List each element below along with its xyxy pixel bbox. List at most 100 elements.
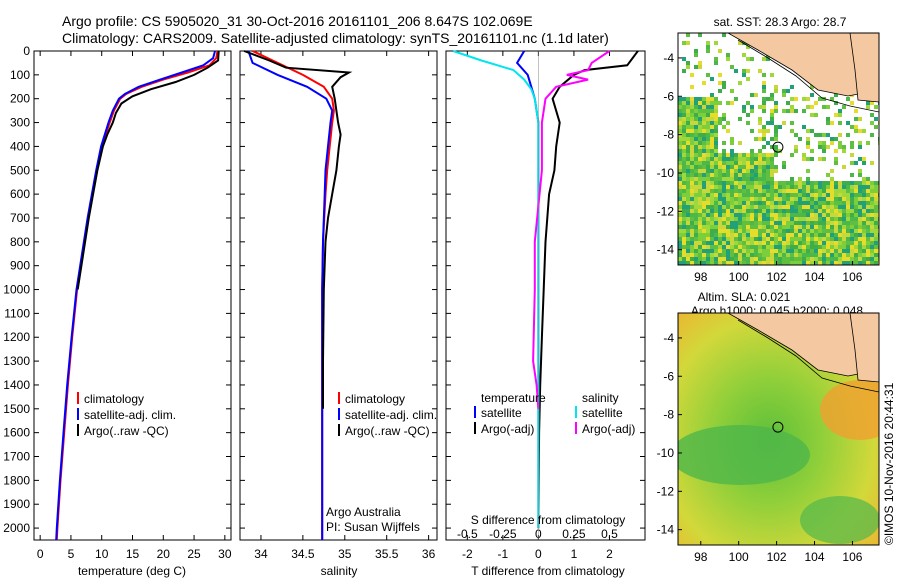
sst-cell	[838, 205, 842, 209]
sst-cell	[870, 121, 874, 125]
sst-cell	[754, 153, 758, 157]
sst-cell	[686, 173, 690, 177]
sst-cell	[826, 249, 830, 253]
sst-cell	[710, 177, 714, 181]
sst-cell	[726, 213, 730, 217]
sst-cell	[746, 205, 750, 209]
sst-cell	[682, 117, 686, 121]
sst-cell	[866, 237, 870, 241]
sst-cell	[682, 213, 686, 217]
sst-cell	[834, 245, 838, 249]
sst-cell	[734, 261, 738, 265]
sst-cell	[858, 181, 862, 185]
legend-argo-label: Argo(..raw -QC)	[345, 424, 430, 438]
sst-cell	[750, 105, 754, 109]
sst-cell	[790, 213, 794, 217]
map-x-tick-label: 98	[694, 270, 708, 284]
sst-cell	[842, 253, 846, 257]
sst-cell	[746, 77, 750, 81]
y-tick-label: 900	[10, 259, 30, 273]
sst-cell	[718, 165, 722, 169]
sst-cell	[850, 245, 854, 249]
sst-cell	[762, 101, 766, 105]
sst-cell	[718, 181, 722, 185]
sst-cell	[774, 225, 778, 229]
sst-cell	[722, 233, 726, 237]
sst-cell	[766, 169, 770, 173]
sst-cell	[814, 253, 818, 257]
sst-cell	[742, 253, 746, 257]
sst-cell	[850, 229, 854, 233]
sst-cell	[762, 237, 766, 241]
sst-cell	[698, 109, 702, 113]
sst-cell	[786, 181, 790, 185]
sst-cell	[838, 249, 842, 253]
sst-cell	[718, 257, 722, 261]
sst-cell	[798, 241, 802, 245]
sst-cell	[726, 185, 730, 189]
sst-cell	[802, 245, 806, 249]
sst-cell	[742, 189, 746, 193]
sst-cell	[814, 113, 818, 117]
x-tick-label: 0	[535, 547, 542, 561]
sst-cell	[874, 117, 878, 121]
sst-cell	[690, 257, 694, 261]
sst-cell	[702, 201, 706, 205]
sst-cell	[778, 197, 782, 201]
sst-cell	[782, 193, 786, 197]
sst-cell	[778, 149, 782, 153]
sst-cell	[738, 213, 742, 217]
sst-cell	[866, 217, 870, 221]
sst-cell	[702, 261, 706, 265]
sst-cell	[858, 213, 862, 217]
sst-cell	[798, 257, 802, 261]
sst-cell	[782, 121, 786, 125]
sst-cell	[798, 213, 802, 217]
map-y-tick-label: -10	[657, 166, 675, 180]
sst-cell	[858, 241, 862, 245]
sst-cell	[742, 185, 746, 189]
legend-argo-label: Argo(..raw -QC)	[84, 424, 169, 438]
sla-high-patch	[820, 380, 879, 440]
header-line1: Argo profile: CS 5905020_31 30-Oct-2016 …	[62, 13, 533, 29]
sst-cell	[706, 229, 710, 233]
sst-cell	[686, 145, 690, 149]
sst-cell	[818, 257, 822, 261]
sst-cell	[730, 177, 734, 181]
sst-cell	[714, 61, 718, 65]
sumatra-land	[727, 313, 879, 377]
coastline-contour	[737, 319, 879, 393]
sst-cell	[710, 193, 714, 197]
sst-cell	[682, 141, 686, 145]
sst-cell	[730, 185, 734, 189]
sst-cell	[814, 193, 818, 197]
sst-cell	[694, 189, 698, 193]
map-y-tick-label: -4	[663, 331, 674, 345]
java-land	[849, 313, 879, 383]
sst-cell	[758, 221, 762, 225]
sst-cell	[730, 197, 734, 201]
sst-cell	[838, 141, 842, 145]
sst-cell	[686, 157, 690, 161]
sst-cell	[802, 257, 806, 261]
sst-cell	[698, 137, 702, 141]
sst-cell	[858, 249, 862, 253]
sst-cell	[706, 193, 710, 197]
sst-cell	[810, 189, 814, 193]
sst-cell	[830, 261, 834, 265]
sst-cell	[778, 217, 782, 221]
sst-cell	[702, 241, 706, 245]
sst-cell	[698, 181, 702, 185]
sst-cell	[694, 261, 698, 265]
sst-cell	[814, 229, 818, 233]
sst-cell	[786, 261, 790, 265]
sst-cell	[858, 185, 862, 189]
sst-cell	[762, 57, 766, 61]
sst-cell	[830, 233, 834, 237]
sst-cell	[790, 233, 794, 237]
sst-cell	[678, 173, 682, 177]
sst-cell	[774, 137, 778, 141]
sst-cell	[686, 113, 690, 117]
map-y-tick-label: -8	[663, 128, 674, 142]
sst-cell	[746, 261, 750, 265]
